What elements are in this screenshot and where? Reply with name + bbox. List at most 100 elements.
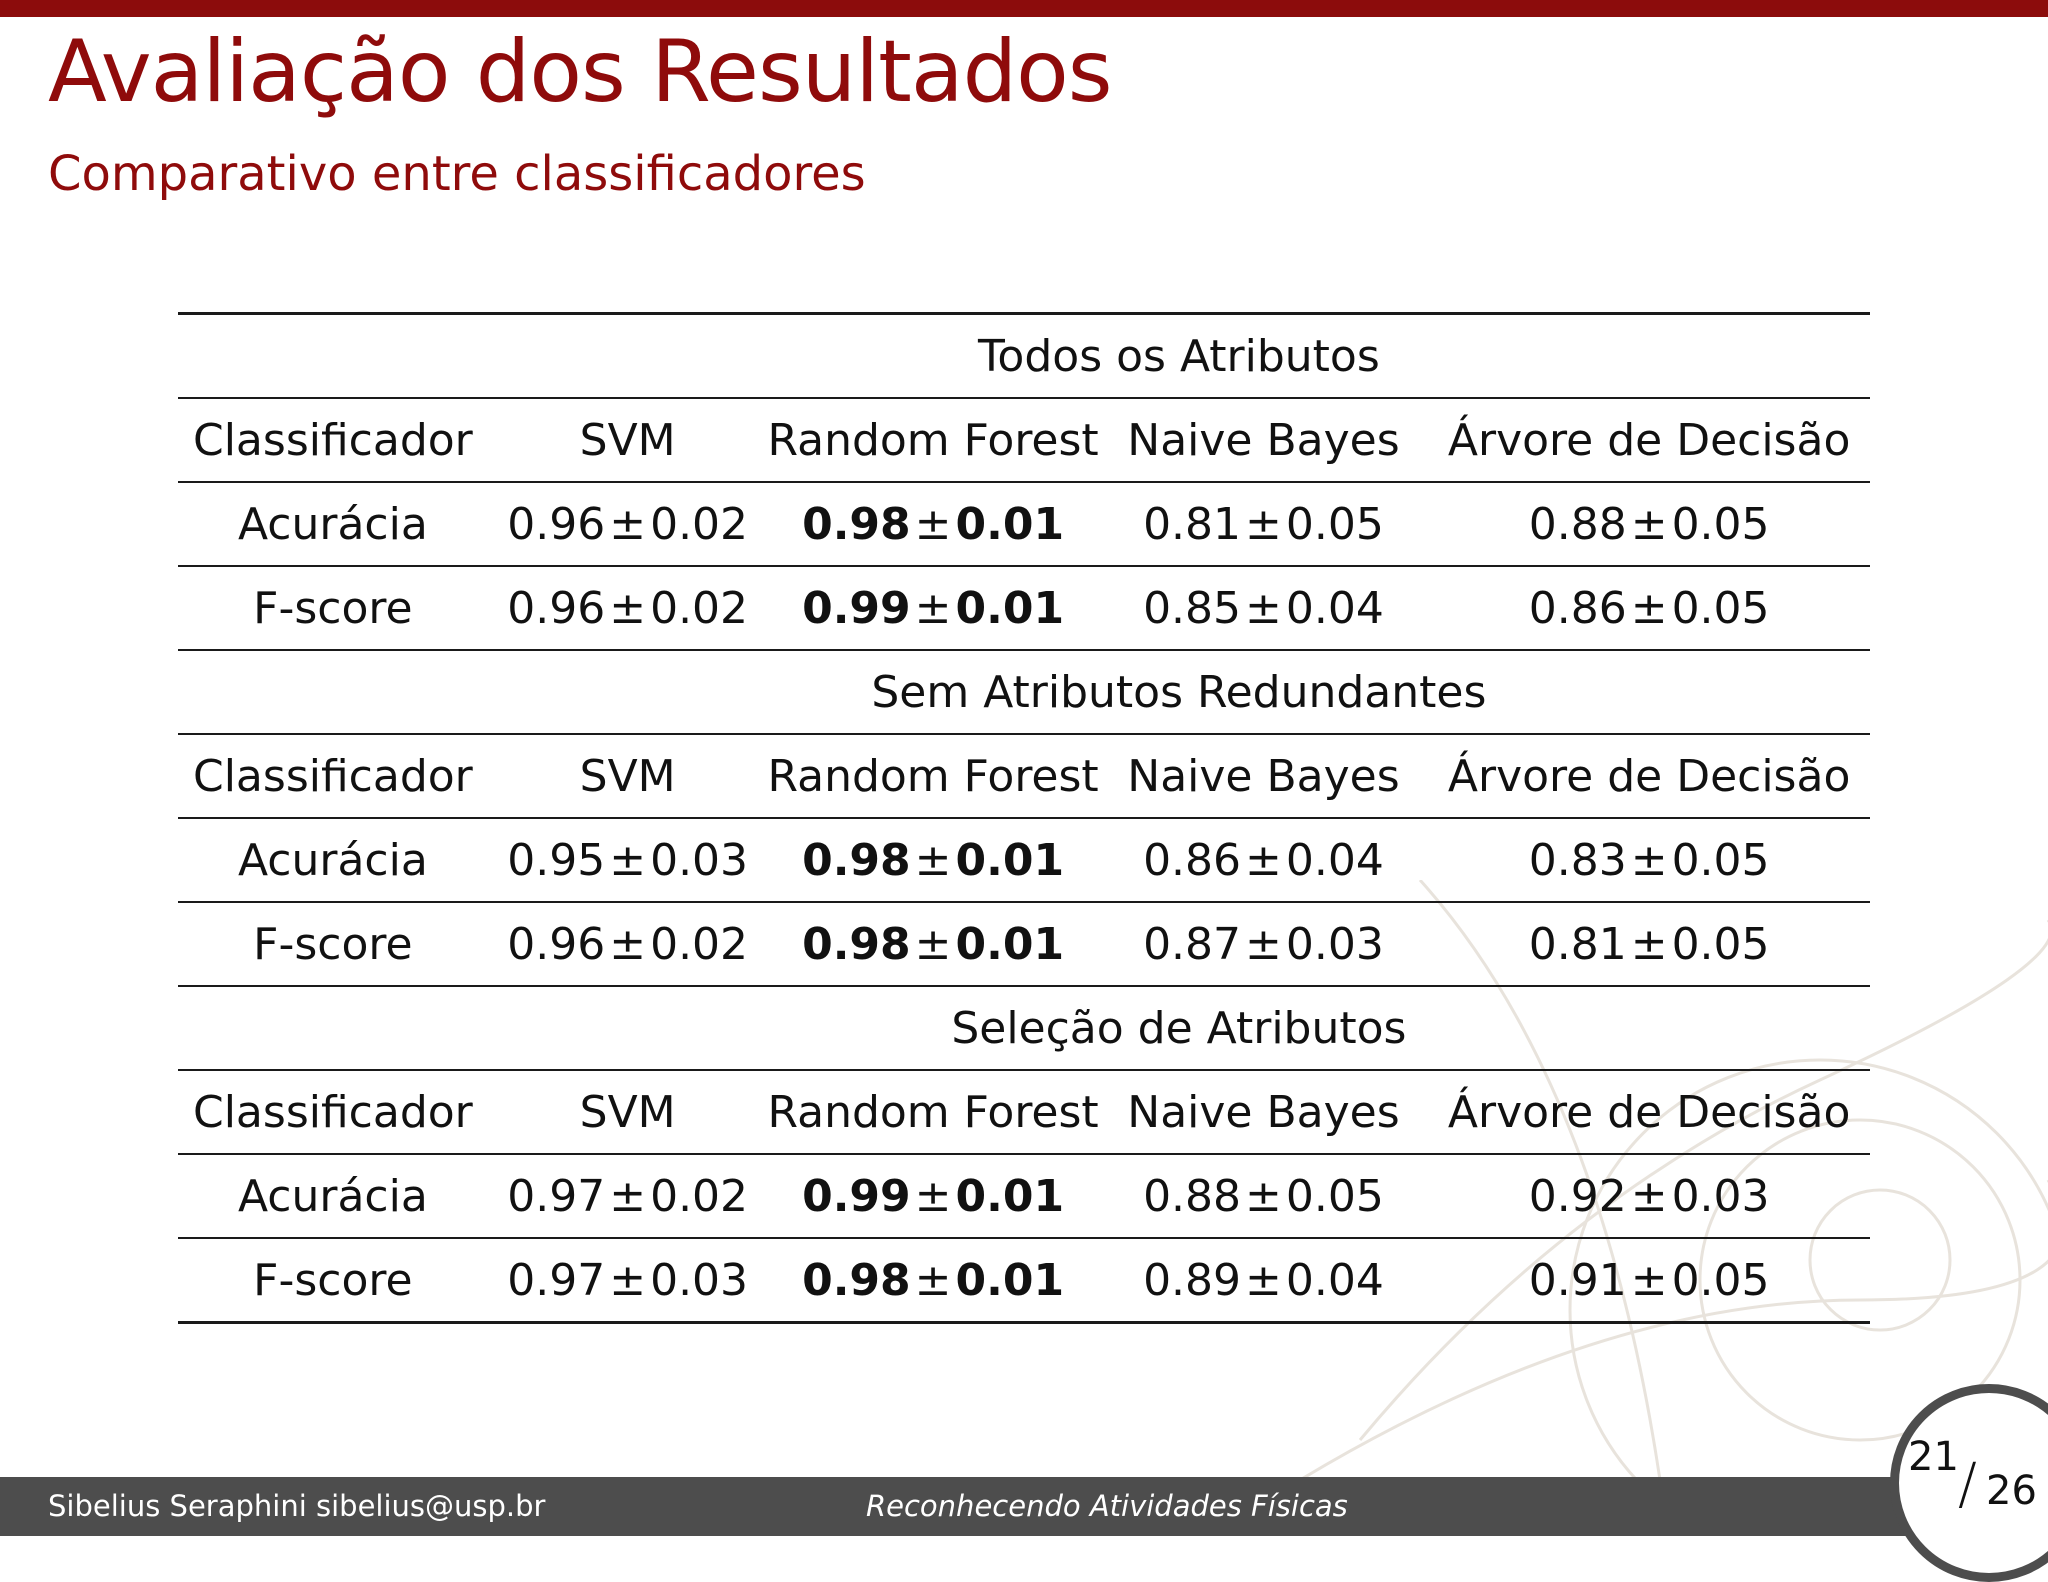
metric-value-cell: 0.83±0.05 (1428, 818, 1870, 903)
metric-mean: 0.81 (1143, 498, 1242, 550)
metric-label: Acurácia (178, 1154, 488, 1239)
section-heading-spacer (178, 986, 488, 1071)
plus-minus-sign: ± (609, 1254, 647, 1306)
metric-mean: 0.98 (802, 498, 911, 550)
metric-std: 0.01 (955, 918, 1065, 970)
table-row: Acurácia 0.97±0.02 0.99 ±0.01 0.88±0.05 0.92±… (178, 1154, 1870, 1239)
metric-label: Acurácia (178, 818, 488, 903)
plus-minus-sign: ± (1630, 498, 1668, 550)
plus-minus-sign: ± (914, 582, 952, 634)
metric-mean: 0.96 (507, 498, 606, 550)
plus-minus-sign: ± (609, 834, 647, 886)
section-heading: Todos os Atributos (487, 312, 1870, 399)
metric-mean: 0.95 (507, 834, 606, 886)
column-header: Random Forest (767, 734, 1099, 819)
metric-mean: 0.83 (1528, 834, 1627, 886)
section-heading-spacer (178, 312, 488, 399)
metric-value-cell: 0.88±0.05 (1428, 482, 1870, 567)
metric-value-cell: 0.87±0.03 (1098, 902, 1429, 987)
metric-mean: 0.96 (507, 582, 606, 634)
column-header: Naive Bayes (1098, 1070, 1429, 1155)
column-header: Random Forest (767, 1070, 1099, 1155)
top-accent-bar (0, 0, 2048, 17)
section-heading-row: Seleção de Atributos (178, 986, 1870, 1071)
column-header-row: Classificador SVM Random Forest Naive Bayes… (178, 734, 1870, 819)
metric-mean: 0.96 (507, 918, 606, 970)
metric-std: 0.01 (955, 1254, 1065, 1306)
metric-value-cell: 0.98±0.01 (767, 482, 1099, 567)
table-row: F-score 0.96±0.02 0.98±0.01 0.87±0.03 0.81±0… (178, 902, 1870, 987)
plus-minus-sign: ± (1245, 582, 1282, 634)
metric-std: 0.03 (650, 1254, 749, 1306)
metric-std: 0.01 (955, 498, 1065, 550)
metric-std: 0.01 (955, 1170, 1065, 1222)
metric-mean: 0.92 (1528, 1170, 1627, 1222)
table-row: Acurácia 0.95±0.03 0.98±0.01 0.86±0.04 0.83±… (178, 818, 1870, 903)
metric-std: 0.04 (1285, 1254, 1384, 1306)
plus-minus-sign: ± (1630, 582, 1668, 634)
plus-minus-sign: ± (1630, 918, 1668, 970)
metric-std: 0.03 (1285, 918, 1384, 970)
metric-value-cell: 0.85±0.04 (1098, 566, 1429, 651)
results-table: Todos os Atributos Classificador SVM Random… (178, 312, 1870, 1324)
metric-value-cell: 0.96±0.02 (487, 566, 768, 651)
section-heading: Seleção de Atributos (487, 986, 1870, 1071)
metric-value-cell: 0.98±0.01 (767, 902, 1099, 987)
column-header: SVM (487, 398, 768, 483)
metric-std: 0.05 (1671, 582, 1770, 634)
page-slash: / (1958, 1452, 1977, 1517)
metric-value-cell: 0.97±0.02 (487, 1154, 768, 1239)
metric-mean: 0.99 (802, 1170, 911, 1222)
metric-std: 0.03 (1671, 1170, 1770, 1222)
metric-value-cell: 0.98±0.01 (767, 1238, 1099, 1324)
metric-std: 0.04 (1285, 582, 1384, 634)
metric-mean: 0.81 (1528, 918, 1627, 970)
column-header: Random Forest (767, 398, 1099, 483)
column-header: Árvore de Decisão (1428, 734, 1870, 819)
plus-minus-sign: ± (914, 498, 952, 550)
metric-std: 0.05 (1671, 1254, 1770, 1306)
column-header: SVM (487, 1070, 768, 1155)
metric-value-cell: 0.91±0.05 (1428, 1238, 1870, 1324)
footer-bar: Sibelius Seraphini sibelius@usp.br Recon… (0, 1477, 2048, 1536)
column-header: Naive Bayes (1098, 398, 1429, 483)
metric-mean: 0.97 (507, 1170, 606, 1222)
page-total: 26 (1986, 1468, 2037, 1514)
metric-value-cell: 0.88±0.05 (1098, 1154, 1429, 1239)
section-heading-row: Sem Atributos Redundantes (178, 650, 1870, 735)
plus-minus-sign: ± (1630, 1170, 1668, 1222)
table-row: Acurácia 0.96±0.02 0.98±0.01 0.81±0.05 0.88±… (178, 482, 1870, 567)
metric-value-cell: 0.92±0.03 (1428, 1154, 1870, 1239)
metric-std: 0.02 (650, 582, 749, 634)
plus-minus-sign: ± (914, 918, 952, 970)
column-header: Árvore de Decisão (1428, 1070, 1870, 1155)
footer-email: sibelius@usp.br (316, 1489, 546, 1523)
slide-title: Avaliação dos Resultados (48, 22, 1113, 122)
metric-value-cell: 0.86±0.04 (1098, 818, 1429, 903)
table-row: F-score 0.97±0.03 0.98±0.01 0.89±0.04 0.91±0… (178, 1238, 1870, 1324)
plus-minus-sign: ± (1245, 834, 1282, 886)
column-header: Classificador (178, 1070, 488, 1155)
metric-std: 0.05 (1671, 834, 1770, 886)
metric-std: 0.01 (955, 582, 1065, 634)
metric-mean: 0.85 (1143, 582, 1242, 634)
metric-std: 0.03 (650, 834, 749, 886)
metric-value-cell: 0.99±0.01 (767, 566, 1099, 651)
footer-author: Sibelius Seraphini (48, 1489, 307, 1523)
metric-mean: 0.88 (1528, 498, 1627, 550)
column-header: Árvore de Decisão (1428, 398, 1870, 483)
metric-mean: 0.97 (507, 1254, 606, 1306)
metric-mean: 0.89 (1143, 1254, 1242, 1306)
column-header-row: Classificador SVM Random Forest Naive Bayes… (178, 398, 1870, 483)
metric-value-cell: 0.81±0.05 (1098, 482, 1429, 567)
metric-std: 0.05 (1285, 498, 1384, 550)
metric-label: Acurácia (178, 482, 488, 567)
metric-std: 0.02 (650, 1170, 749, 1222)
metric-mean: 0.98 (802, 1254, 911, 1306)
section-heading: Sem Atributos Redundantes (487, 650, 1870, 735)
section-heading-row: Todos os Atributos (178, 312, 1870, 399)
slide-subtitle: Comparativo entre classificadores (48, 146, 866, 202)
metric-value-cell: 0.96±0.02 (487, 482, 768, 567)
metric-label: F-score (178, 902, 488, 987)
metric-std: 0.05 (1285, 1170, 1384, 1222)
